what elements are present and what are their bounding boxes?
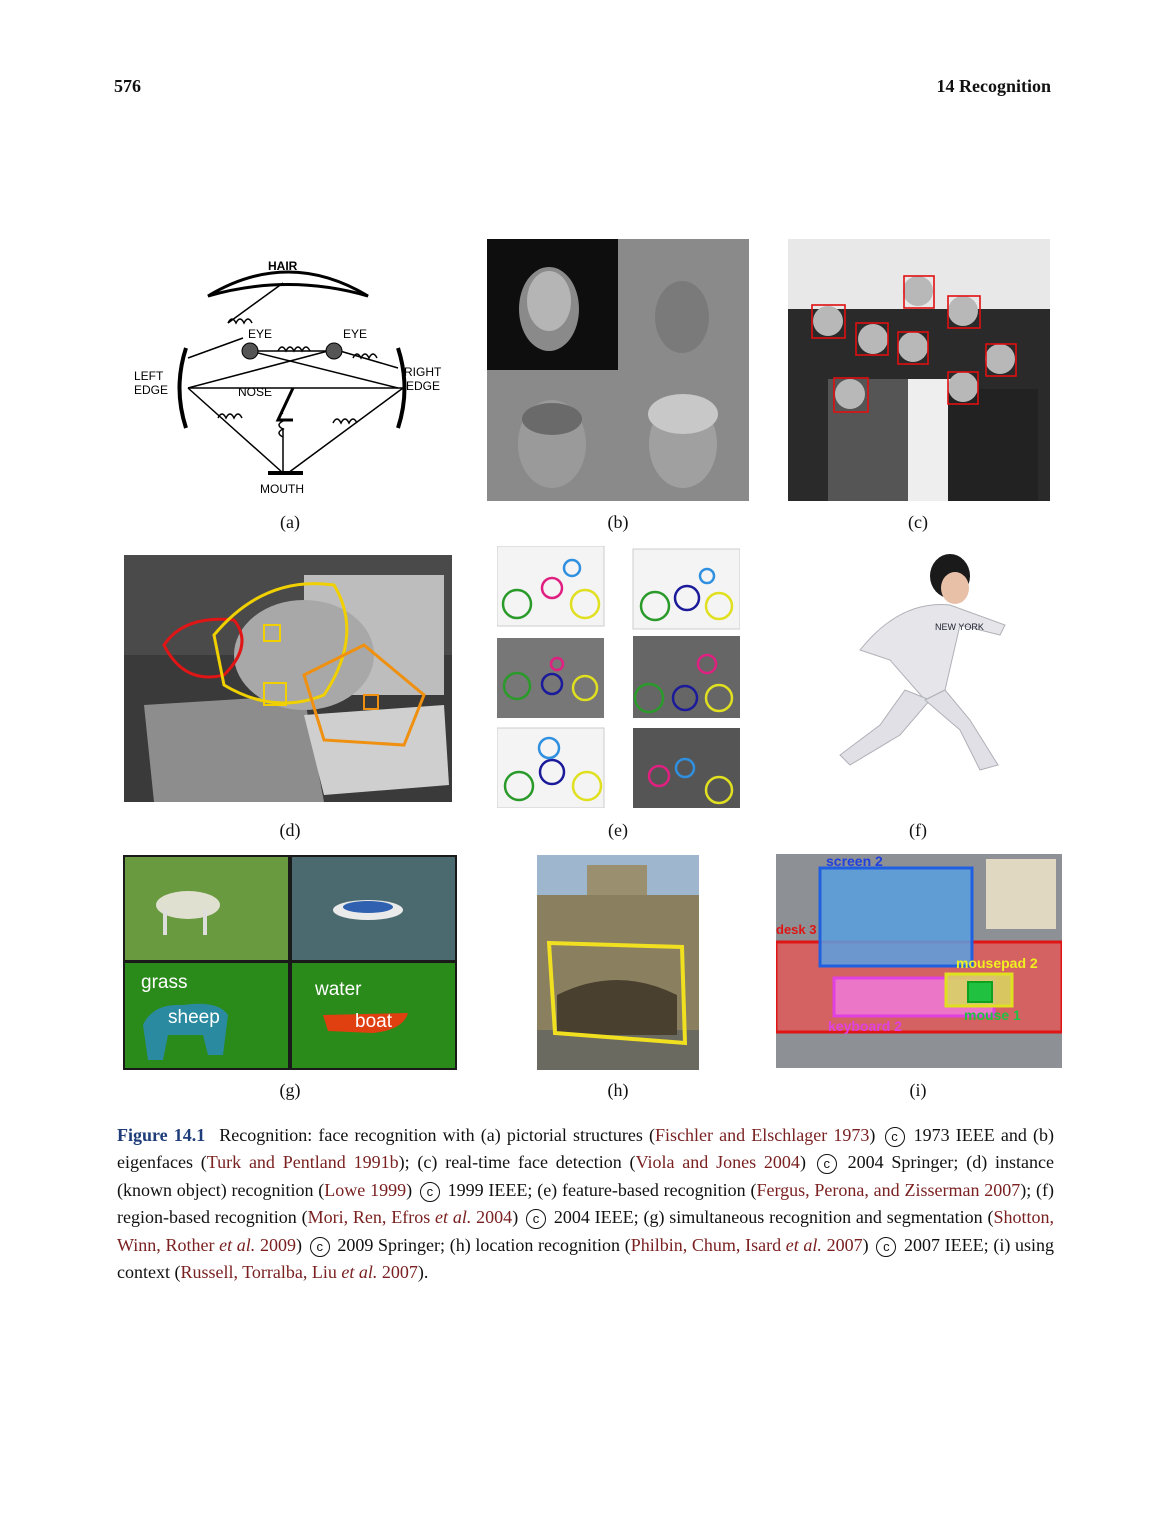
label-screen: screen 2 [826, 854, 883, 869]
subfigure-label-e: (e) [608, 820, 628, 840]
label-eye-left: EYE [248, 327, 272, 341]
citation[interactable]: Fischler and Elschlager 1973 [655, 1125, 870, 1145]
label-right-edge-2: EDGE [406, 379, 440, 393]
panel-g-segmentation: grass sheep water boat [123, 855, 457, 1070]
panel-c-face-detection [788, 239, 1050, 501]
citation[interactable]: Turk and Pentland 1991b [206, 1152, 399, 1173]
citation[interactable]: Fergus, Perona, and Zisserman 2007 [756, 1179, 1021, 1200]
copyright-icon: c [816, 1154, 837, 1175]
label-hair: HAIR [268, 259, 298, 273]
citation[interactable]: Mori, Ren, Efros et al. 2004 [307, 1207, 513, 1228]
label-desk: desk 3 [776, 922, 816, 937]
label-mouse: mouse 1 [964, 1007, 1021, 1023]
citation[interactable]: Philbin, Chum, Isard et al. 2007 [630, 1234, 863, 1255]
label-mousepad: mousepad 2 [956, 955, 1038, 971]
citation[interactable]: Viola and Jones 2004 [635, 1152, 800, 1173]
label-sheep: sheep [168, 1007, 220, 1028]
label-left-edge-2: EDGE [134, 383, 168, 397]
panel-i-using-context: screen 2 desk 3 mousepad 2 mouse 1 keybo… [776, 854, 1062, 1068]
figure-label: Figure 14.1 [117, 1125, 206, 1145]
label-grass: grass [141, 972, 187, 993]
citation[interactable]: Lowe 1999 [324, 1179, 407, 1200]
subfigure-label-a: (a) [280, 512, 300, 532]
label-left-edge-1: LEFT [134, 369, 164, 383]
figure-caption: Figure 14.1 Recognition: face recognition… [117, 1125, 1055, 1283]
chapter-title: 14 Recognition [936, 76, 1052, 96]
subfigure-label-b: (b) [607, 512, 629, 532]
copyright-icon: c [526, 1209, 547, 1230]
panel-a-pictorial-structures: HAIR EYE EYE NOSE MOUTH [128, 248, 464, 500]
panel-f-region-based-recognition: NEW YORK [830, 550, 1008, 778]
citation[interactable]: Russell, Torralba, Liu et al. 2007 [180, 1262, 418, 1283]
label-nose: NOSE [238, 385, 272, 399]
subfigure-label-f: (f) [909, 820, 927, 840]
label-mouth: MOUTH [260, 482, 304, 496]
label-right-edge-1: RIGHT [404, 365, 442, 379]
panel-d-instance-recognition [124, 555, 452, 802]
subfigure-label-d: (d) [279, 820, 301, 840]
copyright-icon: c [309, 1236, 330, 1257]
panel-e-feature-based-recognition [497, 546, 740, 808]
label-boat: boat [355, 1011, 393, 1032]
page-number: 576 [114, 76, 141, 96]
citation[interactable]: Shotton, Winn, Rother et al. 2009 [117, 1207, 1055, 1255]
copyright-icon: c [876, 1236, 897, 1257]
subfigure-label-h: (h) [607, 1080, 629, 1100]
label-water: water [314, 979, 362, 1000]
copyright-icon: c [419, 1181, 440, 1202]
panel-b-eigenfaces [487, 239, 749, 501]
label-keyboard: keyboard 2 [828, 1018, 902, 1034]
subfigure-label-i: (i) [909, 1080, 927, 1100]
jersey-text: NEW YORK [935, 622, 984, 632]
copyright-icon: c [884, 1126, 905, 1147]
subfigure-label-c: (c) [908, 512, 928, 532]
label-eye-right: EYE [343, 327, 367, 341]
subfigure-label-g: (g) [279, 1080, 301, 1100]
panel-h-location-recognition [537, 855, 699, 1070]
